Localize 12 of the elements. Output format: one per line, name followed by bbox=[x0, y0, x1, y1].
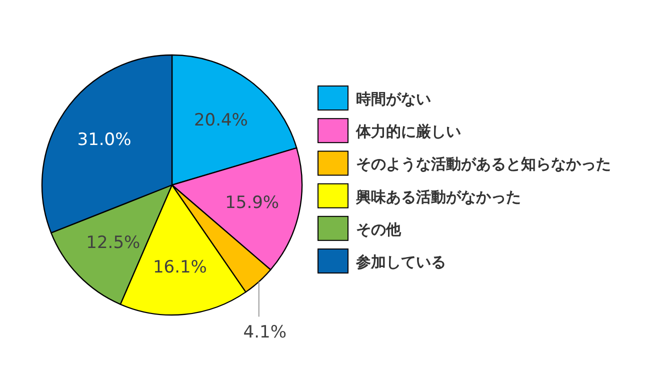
data-label: 4.1% bbox=[243, 322, 286, 343]
legend-label: その他 bbox=[356, 220, 402, 238]
data-label: 31.0% bbox=[77, 130, 132, 150]
legend-label: 参加している bbox=[355, 253, 446, 271]
data-label: 20.4% bbox=[194, 110, 248, 130]
data-label: 12.5% bbox=[86, 232, 140, 253]
legend-label: 興味ある活動がなかった bbox=[355, 188, 521, 206]
legend-label: そのような活動があると知らなかった bbox=[356, 155, 611, 174]
legend-label: 時間がない bbox=[356, 90, 431, 108]
data-label: 16.1% bbox=[152, 258, 207, 278]
legend-label: 体力的に厳しい bbox=[355, 122, 461, 141]
data-label: 15.9% bbox=[225, 193, 280, 214]
